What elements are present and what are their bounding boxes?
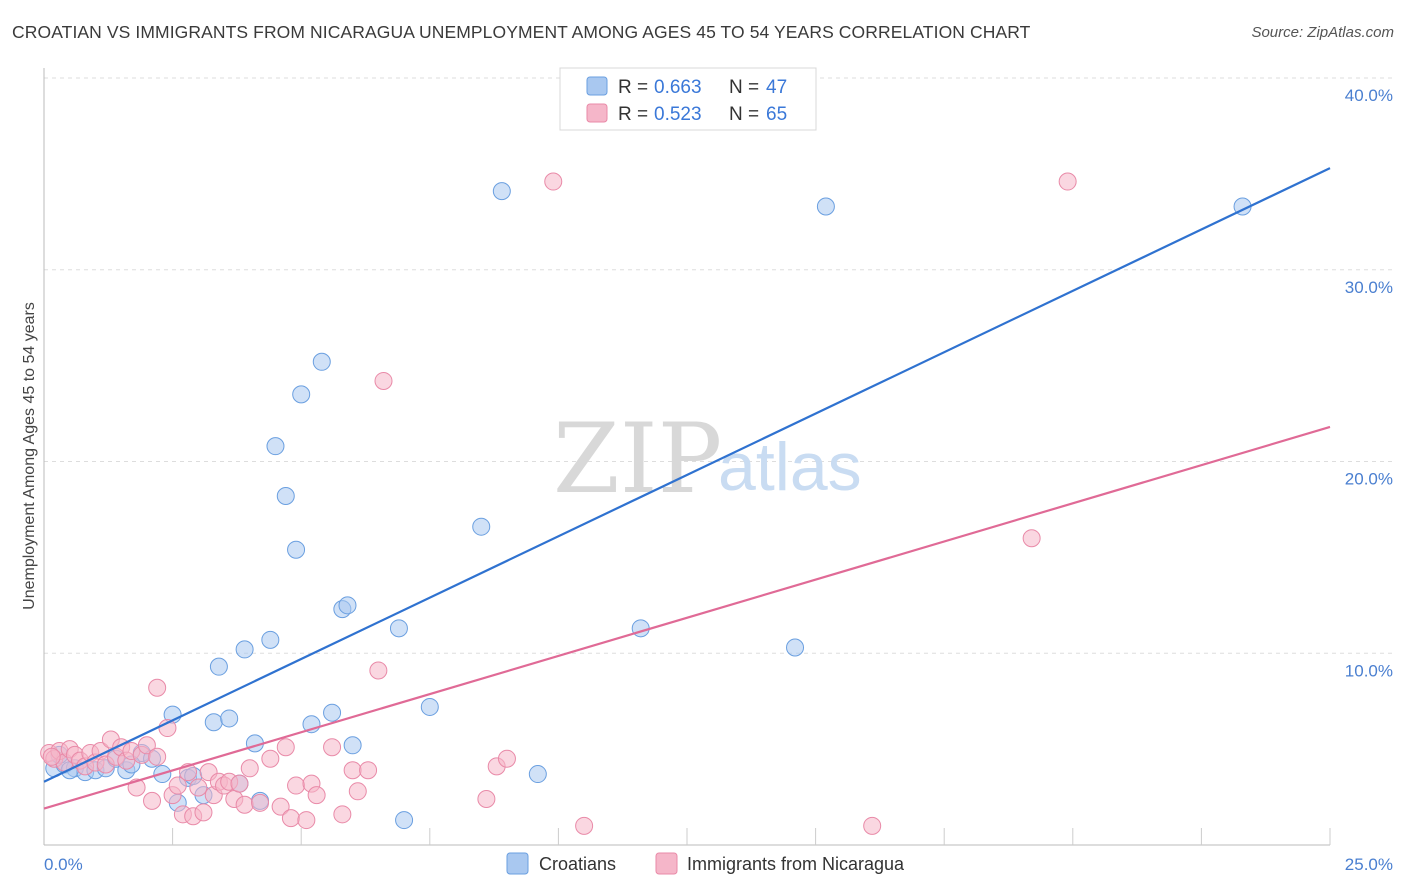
legend-r-value-croatians: 0.663	[654, 77, 702, 98]
y-axis-label: Unemployment Among Ages 45 to 54 years	[21, 302, 38, 610]
y-tick-label: 40.0%	[1345, 86, 1393, 105]
croatians-point	[292, 385, 311, 404]
croatians-point	[261, 630, 280, 649]
legend-swatch-nicaragua	[586, 103, 608, 123]
nicaragua-point	[240, 759, 259, 778]
croatians-point	[220, 709, 239, 728]
nicaragua-point	[281, 809, 300, 828]
croatians-point	[312, 352, 331, 371]
croatians-point	[338, 596, 357, 615]
croatians-point	[528, 765, 547, 784]
legend-n-label-nicaragua: N =	[729, 104, 759, 125]
x-tick-label-max: 25.0%	[1345, 855, 1393, 874]
nicaragua-point	[42, 747, 61, 766]
nicaragua-point	[189, 778, 208, 797]
nicaragua-point	[1022, 529, 1041, 548]
bottom-legend-label-croatians: Croatians	[539, 854, 616, 874]
croatians-point	[343, 736, 362, 755]
croatians-point	[389, 619, 408, 638]
croatians-point	[235, 640, 254, 659]
nicaragua-point	[148, 747, 167, 766]
nicaragua-point	[333, 805, 352, 824]
x-tick-label-min: 0.0%	[44, 855, 83, 874]
y-tick-label: 20.0%	[1345, 470, 1393, 489]
y-tick-label: 10.0%	[1345, 661, 1393, 680]
nicaragua-point	[497, 749, 516, 768]
source-label: Source: ZipAtlas.com	[1251, 24, 1394, 41]
legend: R = 0.663 N = 47 R = 0.523 N = 65	[559, 67, 817, 131]
bottom-legend-swatch-croatians	[506, 852, 529, 875]
nicaragua-point	[137, 736, 156, 755]
legend-n-value-croatians: 47	[766, 77, 787, 98]
nicaragua-point	[143, 791, 162, 810]
nicaragua-point	[348, 782, 367, 801]
legend-r-value-nicaragua: 0.523	[654, 104, 702, 125]
legend-r-label-nicaragua: R =	[618, 104, 648, 125]
croatians-point	[492, 182, 511, 201]
nicaragua-point	[369, 661, 388, 680]
legend-n-label-croatians: N =	[729, 77, 759, 98]
nicaragua-trend-line	[43, 425, 1331, 810]
nicaragua-point	[194, 803, 213, 822]
bottom-legend: Croatians Immigrants from Nicaragua	[506, 852, 905, 875]
legend-swatch-croatians	[586, 76, 608, 96]
nicaragua-point	[148, 678, 167, 697]
nicaragua-point	[235, 795, 254, 814]
croatians-point	[276, 487, 295, 506]
croatians-point	[209, 657, 228, 676]
croatians-point	[287, 540, 306, 559]
croatians-point	[204, 713, 223, 732]
watermark-zip: ZIP	[553, 403, 722, 515]
nicaragua-point	[374, 371, 393, 390]
nicaragua-point	[261, 749, 280, 768]
nicaragua-point	[575, 816, 594, 835]
croatians-point	[786, 638, 805, 657]
croatians-point	[266, 437, 285, 456]
nicaragua-point	[307, 786, 326, 805]
croatians-point	[816, 197, 835, 216]
croatians-point	[472, 517, 491, 536]
legend-r-label-croatians: R =	[618, 77, 648, 98]
chart-title: CROATIAN VS IMMIGRANTS FROM NICARAGUA UN…	[12, 22, 1031, 42]
watermark-atlas: atlas	[718, 429, 862, 505]
nicaragua-point	[251, 793, 270, 812]
y-tick-label: 30.0%	[1345, 278, 1393, 297]
nicaragua-point	[276, 738, 295, 757]
nicaragua-point	[477, 789, 496, 808]
y-tick-labels: 10.0% 20.0% 30.0% 40.0%	[1345, 86, 1393, 680]
nicaragua-point	[297, 811, 316, 830]
watermark: ZIP atlas	[553, 403, 862, 515]
nicaragua-point	[544, 172, 563, 191]
bottom-legend-label-nicaragua: Immigrants from Nicaragua	[687, 854, 905, 874]
croatians-point	[420, 697, 439, 716]
nicaragua-point	[230, 774, 249, 793]
gridlines	[44, 77, 1394, 654]
bottom-legend-swatch-nicaragua	[655, 852, 678, 875]
nicaragua-point	[1058, 172, 1077, 191]
nicaragua-point	[359, 761, 378, 780]
croatians-trend-line	[43, 167, 1331, 783]
nicaragua-points	[40, 172, 1077, 835]
croatians-point	[395, 811, 414, 830]
nicaragua-point	[343, 761, 362, 780]
x-axis-ticks	[172, 828, 1331, 845]
nicaragua-point	[863, 816, 882, 835]
nicaragua-point	[271, 797, 290, 816]
nicaragua-point	[168, 776, 187, 795]
legend-n-value-nicaragua: 65	[766, 104, 787, 125]
nicaragua-point	[287, 776, 306, 795]
nicaragua-point	[323, 738, 342, 757]
croatians-point	[323, 703, 342, 722]
